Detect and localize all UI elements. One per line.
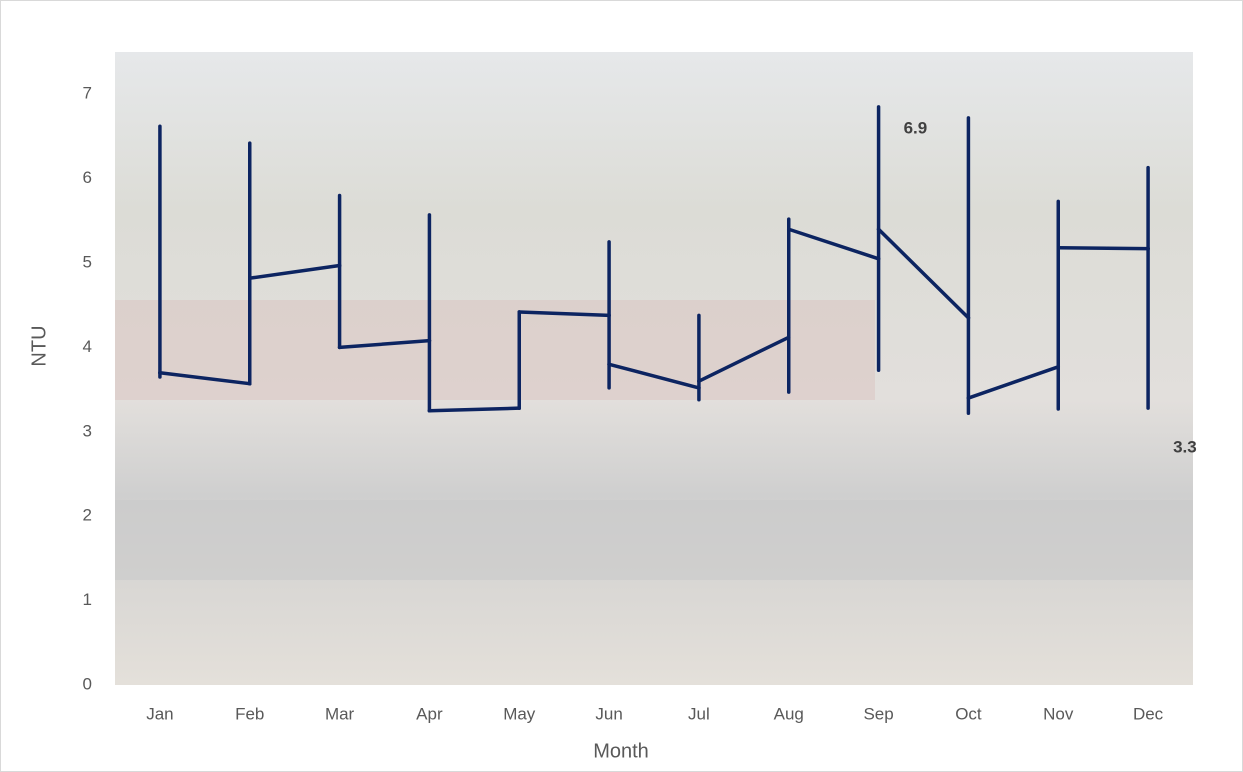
connector [158, 370, 252, 386]
y-axis-title: NTU [28, 325, 50, 366]
connector [1056, 246, 1150, 251]
y-tick-label: 4 [83, 337, 92, 356]
connector [517, 310, 611, 318]
x-axis-title: Month [593, 740, 649, 762]
x-tick-label: Apr [416, 704, 443, 723]
data-label: 6.9 [904, 118, 928, 137]
connector [697, 335, 791, 383]
x-tick-label: Mar [325, 704, 355, 723]
x-tick-label: Jun [595, 704, 622, 723]
connector [607, 362, 701, 390]
x-tick-label: Oct [955, 704, 982, 723]
connector [787, 227, 881, 261]
x-tick-label: Feb [235, 704, 264, 723]
x-tick-label: Jan [146, 704, 173, 723]
y-tick-label: 5 [83, 252, 92, 271]
x-tick-label: Jul [688, 704, 710, 723]
x-tick-label: Nov [1043, 704, 1074, 723]
x-tick-label: Dec [1133, 704, 1164, 723]
x-tick-label: Aug [774, 704, 804, 723]
connector [337, 338, 432, 350]
connector [966, 365, 1060, 400]
background-road [115, 500, 1193, 580]
data-label: 3.3 [1173, 438, 1197, 457]
y-tick-label: 2 [83, 506, 92, 525]
connector [248, 263, 342, 280]
connector [876, 227, 971, 320]
y-tick-label: 6 [83, 168, 92, 187]
x-tick-label: May [503, 704, 536, 723]
x-tick-label: Sep [863, 704, 893, 723]
y-tick-label: 0 [83, 674, 92, 693]
y-tick-label: 7 [83, 84, 92, 103]
y-tick-label: 3 [83, 421, 92, 440]
connector [427, 406, 521, 413]
y-tick-label: 1 [83, 590, 92, 609]
